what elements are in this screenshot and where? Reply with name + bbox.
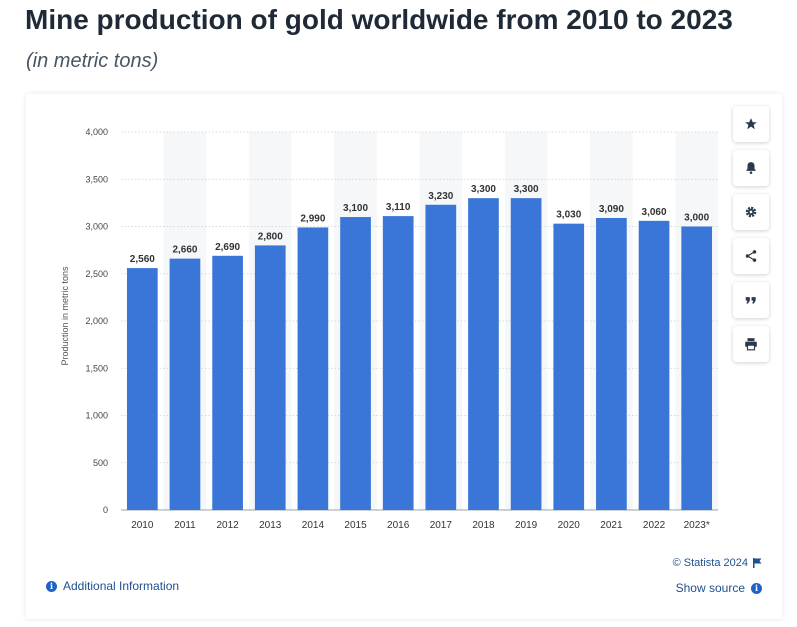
y-tick-label: 3,500 [85,174,108,184]
bar-value-label: 3,230 [428,191,453,202]
chart-card: 0 500 1,000 1,500 2,000 2,500 3,000 3,500 4,000 … [26,94,782,619]
print-icon [745,338,757,351]
bar-value-label: 2,690 [215,242,240,253]
gear-icon [745,206,757,218]
bar-2012[interactable] [212,255,243,510]
bar-value-label: 2,800 [258,231,283,242]
y-tick-label: 500 [93,458,108,468]
y-tick-label: 4,000 [85,127,108,137]
show-source-text: Show source [675,581,745,595]
bar-value-label: 3,300 [514,184,539,195]
bar-2020[interactable] [553,223,585,511]
copyright-link[interactable]: © Statista 2024 [673,557,762,569]
x-tick-label: 2013 [259,520,282,531]
bar-value-label: 3,110 [386,202,411,213]
info-icon: i [46,580,57,592]
x-tick-label: 2019 [515,520,538,531]
cite-button[interactable] [733,282,769,318]
bar-2017[interactable] [425,204,457,510]
bar-2010[interactable] [126,268,158,510]
settings-button[interactable] [733,194,769,230]
share-icon [745,250,757,262]
y-tick-label: 2,500 [85,269,108,279]
bar-2011[interactable] [169,258,201,510]
bar-2015[interactable] [340,217,371,511]
copyright-text: © Statista 2024 [672,557,748,569]
notification-button[interactable] [733,150,769,186]
bar-value-label: 2,660 [172,245,197,256]
page-title: Mine production of gold worldwide from 2… [25,4,733,35]
bar-2019[interactable] [510,198,542,510]
bar-chart: 05001,0001,5002,0002,5003,0003,5004,000 … [60,127,718,531]
bar-2023[interactable] [681,226,713,511]
bar-2021[interactable] [596,217,627,510]
show-source-link[interactable]: Show source i [676,581,762,595]
share-button[interactable] [733,238,769,274]
y-tick-label: 2,000 [85,316,108,326]
x-tick-label: 2016 [387,520,410,531]
x-tick-label: 2020 [558,520,581,531]
bar-2014[interactable] [297,227,329,510]
print-button[interactable] [733,326,769,362]
bar-value-label: 3,100 [343,203,368,214]
star-icon [745,118,757,130]
bar-2016[interactable] [382,216,414,510]
bar-value-label: 3,300 [471,184,496,195]
bar-2022[interactable] [638,220,670,510]
additional-information-link[interactable]: i Additional Information [46,579,179,593]
bar-value-label: 3,030 [556,210,581,221]
additional-information-text: Additional Information [63,579,180,593]
bar-2013[interactable] [254,245,286,510]
x-tick-label: 2012 [216,520,239,531]
x-tick-label: 2015 [344,520,367,531]
bar-value-label: 3,090 [599,204,624,215]
bar-value-label: 3,000 [684,213,709,224]
y-tick-label: 1,000 [85,411,108,421]
bell-icon [746,162,756,174]
x-tick-label: 2018 [472,520,495,531]
x-tick-label: 2021 [600,520,623,531]
x-tick-label: 2011 [174,520,196,531]
chart-toolbar [733,106,769,362]
x-tick-label: 2023* [684,520,710,531]
x-tick-label: 2017 [430,520,453,531]
quote-icon [745,297,756,304]
bar-value-label: 2,990 [300,213,325,224]
flag-icon [753,558,762,568]
favorite-button[interactable] [733,106,769,142]
y-tick-label: 1,500 [85,363,108,373]
y-tick-label: 0 [103,505,108,515]
info-icon: i [751,582,762,594]
page-subtitle: (in metric tons) [26,50,159,72]
y-tick-label: 3,000 [85,222,108,232]
x-tick-label: 2022 [643,520,666,531]
bar-value-label: 2,560 [130,254,155,265]
bar-2018[interactable] [468,198,499,510]
bar-value-label: 3,060 [642,207,667,218]
x-tick-label: 2010 [131,520,154,531]
y-axis-title: Production in metric tons [60,266,70,366]
x-tick-label: 2014 [302,520,325,531]
